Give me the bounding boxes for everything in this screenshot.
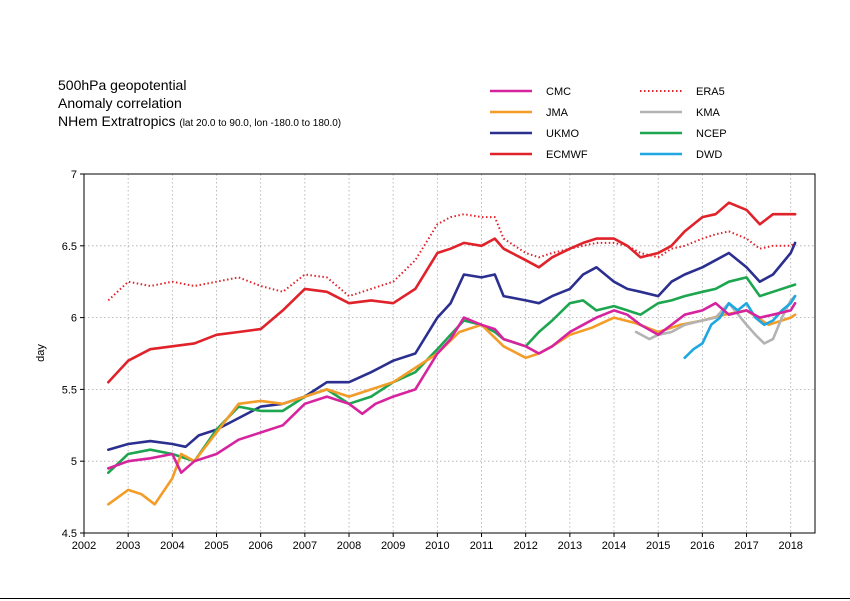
x-tick-label: 2006: [248, 540, 272, 552]
legend-label-era5: ERA5: [696, 86, 725, 98]
y-tick-label: 4.5: [62, 528, 77, 540]
x-tick-label: 2008: [337, 540, 361, 552]
x-tick-label: 2012: [513, 540, 537, 552]
y-tick-label: 6.5: [62, 241, 77, 253]
plot-area: [84, 174, 815, 533]
x-tick-label: 2011: [470, 540, 494, 552]
grid-lines: [84, 174, 815, 533]
title-line-1: 500hPa geopotential: [58, 77, 187, 93]
series-line-cmc: [107, 301, 797, 475]
x-tick-label: 2016: [690, 540, 714, 552]
series-line-era5: [107, 213, 796, 302]
title-line-3: NHem Extratropics (lat 20.0 to 90.0, lon…: [58, 112, 341, 133]
x-tick-label: 2010: [425, 540, 449, 552]
legend-label-dwd: DWD: [696, 149, 722, 161]
y-tick-label: 7: [71, 169, 77, 181]
series-line-ecmwf: [107, 201, 797, 384]
legend-label-jma: JMA: [546, 107, 569, 119]
y-tick-label: 6: [71, 313, 77, 325]
x-tick-label: 2004: [160, 540, 184, 552]
region-subtitle: (lat 20.0 to 90.0, lon -180.0 to 180.0): [179, 118, 342, 129]
x-tick-label: 2009: [381, 540, 405, 552]
x-tick-label: 2003: [116, 540, 140, 552]
series-line-ukmo: [107, 241, 797, 452]
x-tick-label: 2007: [293, 540, 317, 552]
title-line-2: Anomaly correlation: [58, 95, 182, 111]
legend-label-kma: KMA: [696, 107, 721, 119]
legend-label-ecmwf: ECMWF: [546, 149, 588, 161]
x-tick-label: 2014: [602, 540, 626, 552]
series-lines: [107, 201, 797, 506]
x-tick-label: 2005: [204, 540, 228, 552]
legend-label-ncep: NCEP: [696, 128, 727, 140]
x-axis-ticks: 2002 2003 2004 2005 2006 2007 2008 2009 2010 2011…: [72, 533, 803, 552]
chart-title: 500hPa geopotential Anomaly correlation …: [58, 76, 341, 133]
plot-frame: [83, 173, 816, 534]
x-tick-label: 2018: [778, 540, 802, 552]
x-tick-label: 2002: [72, 540, 96, 552]
title-line-3-text: NHem Extratropics: [58, 113, 176, 129]
legend-label-ukmo: UKMO: [546, 128, 579, 140]
legend: CMC JMA UKMO ECMWF ERA5 KMA NCEP DWD: [490, 86, 727, 161]
x-tick-label: 2013: [558, 540, 582, 552]
y-tick-label: 5.5: [62, 384, 77, 396]
x-tick-label: 2015: [646, 540, 670, 552]
bottom-rule: [0, 598, 850, 599]
y-tick-label: 5: [71, 456, 77, 468]
y-axis-ticks: 4.5 5 5.5 6 6.5 7: [62, 169, 84, 540]
x-tick-label: 2017: [734, 540, 758, 552]
y-axis-label: day: [35, 344, 47, 362]
legend-label-cmc: CMC: [546, 86, 571, 98]
